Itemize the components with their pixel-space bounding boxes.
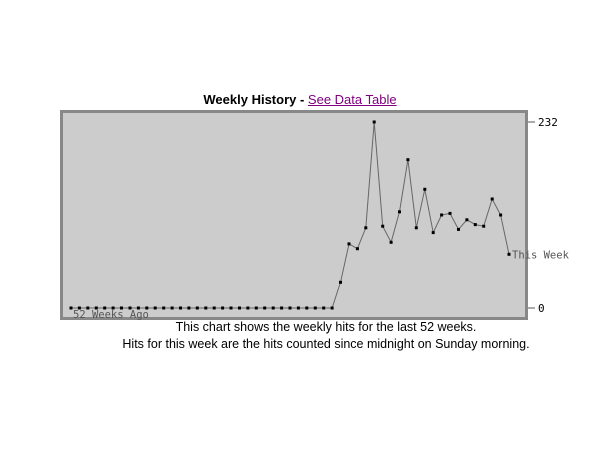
data-point bbox=[457, 227, 460, 231]
y-tick-label: 0 bbox=[538, 302, 545, 315]
data-point bbox=[490, 197, 494, 201]
data-point bbox=[322, 306, 326, 310]
data-point bbox=[94, 306, 98, 310]
x-start-label: 52 Weeks Ago bbox=[73, 309, 149, 321]
data-point bbox=[195, 306, 199, 310]
data-point bbox=[296, 306, 300, 310]
data-point bbox=[263, 306, 267, 310]
data-point bbox=[473, 223, 477, 227]
data-point bbox=[86, 306, 90, 310]
data-point bbox=[179, 306, 182, 310]
data-point bbox=[364, 226, 368, 230]
chart-caption-line-2: Hits for this week are the hits counted … bbox=[122, 337, 530, 351]
data-point bbox=[187, 306, 191, 310]
data-point bbox=[499, 213, 503, 217]
data-point bbox=[347, 242, 351, 246]
data-point bbox=[204, 306, 208, 310]
data-point bbox=[330, 306, 334, 310]
data-point bbox=[305, 306, 309, 310]
data-point bbox=[246, 306, 250, 310]
data-point bbox=[423, 187, 427, 191]
data-point bbox=[465, 218, 469, 222]
data-point bbox=[280, 306, 284, 310]
data-point bbox=[221, 306, 225, 310]
data-point bbox=[254, 306, 258, 310]
data-point bbox=[372, 120, 376, 124]
data-point bbox=[170, 306, 174, 310]
chart-title: Weekly History - See Data Table bbox=[0, 92, 600, 107]
data-point bbox=[313, 306, 317, 310]
title-separator: - bbox=[296, 92, 308, 107]
data-point bbox=[136, 306, 140, 310]
data-point bbox=[229, 306, 233, 310]
data-point bbox=[507, 252, 511, 256]
data-point bbox=[339, 280, 342, 284]
y-tick-label: 232 bbox=[538, 116, 558, 129]
data-point bbox=[145, 306, 149, 310]
data-point bbox=[120, 306, 123, 310]
chart-title-text: Weekly History bbox=[203, 92, 297, 107]
data-point bbox=[414, 226, 418, 230]
data-point bbox=[398, 210, 401, 214]
data-point bbox=[128, 306, 132, 310]
data-point bbox=[288, 306, 292, 310]
data-point bbox=[271, 306, 275, 310]
see-data-table-link[interactable]: See Data Table bbox=[307, 92, 397, 107]
data-point bbox=[406, 158, 410, 162]
data-point bbox=[431, 231, 435, 235]
data-point bbox=[212, 306, 216, 310]
data-point bbox=[111, 306, 115, 310]
data-point bbox=[355, 247, 359, 251]
data-point bbox=[103, 306, 107, 310]
data-point bbox=[153, 306, 157, 310]
chart-caption-line-1: This chart shows the weekly hits for the… bbox=[175, 320, 477, 334]
data-point bbox=[448, 211, 452, 215]
data-point bbox=[162, 306, 166, 310]
plot-area bbox=[63, 113, 525, 317]
data-point bbox=[440, 213, 444, 217]
x-end-label: This Week bbox=[512, 249, 570, 261]
data-point bbox=[389, 240, 393, 244]
data-point bbox=[381, 224, 385, 228]
data-point bbox=[482, 224, 486, 228]
data-point bbox=[77, 306, 81, 310]
data-point bbox=[69, 306, 73, 310]
data-point bbox=[238, 306, 241, 310]
